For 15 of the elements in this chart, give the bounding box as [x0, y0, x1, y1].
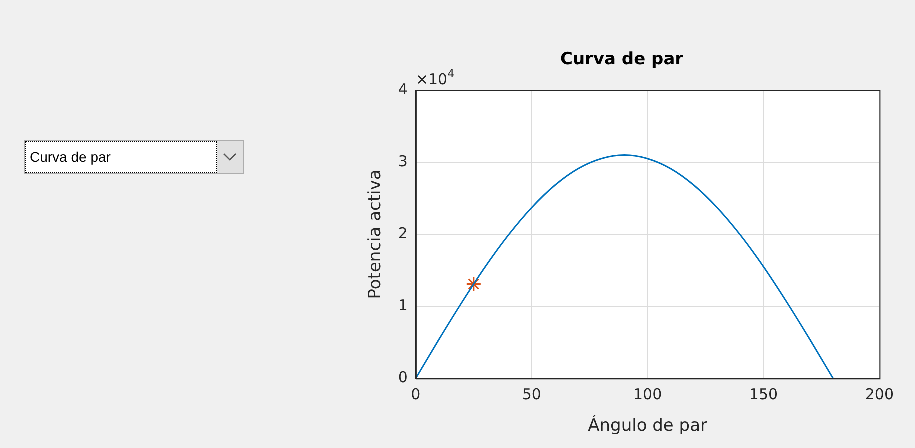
- x-tick-label: 0: [411, 385, 421, 404]
- y-tick-label: 1: [398, 296, 408, 314]
- dropdown-field: Curva de par: [24, 140, 244, 174]
- y-tick-label: 3: [398, 152, 408, 170]
- y-tick-label: 4: [398, 80, 408, 98]
- x-tick-label: 50: [522, 385, 542, 404]
- line-series: [416, 154, 834, 379]
- chart-title: Curva de par: [560, 50, 684, 70]
- x-tick-label: 100: [633, 385, 662, 404]
- y-tick-label: 2: [398, 224, 408, 242]
- x-tick-label: 200: [865, 385, 894, 404]
- y-tick-label: 0: [398, 368, 408, 386]
- y-axis-title: Potencia activa: [366, 170, 386, 300]
- x-axis-title: Ángulo de par: [588, 415, 708, 436]
- x-tick-label: 150: [749, 385, 778, 404]
